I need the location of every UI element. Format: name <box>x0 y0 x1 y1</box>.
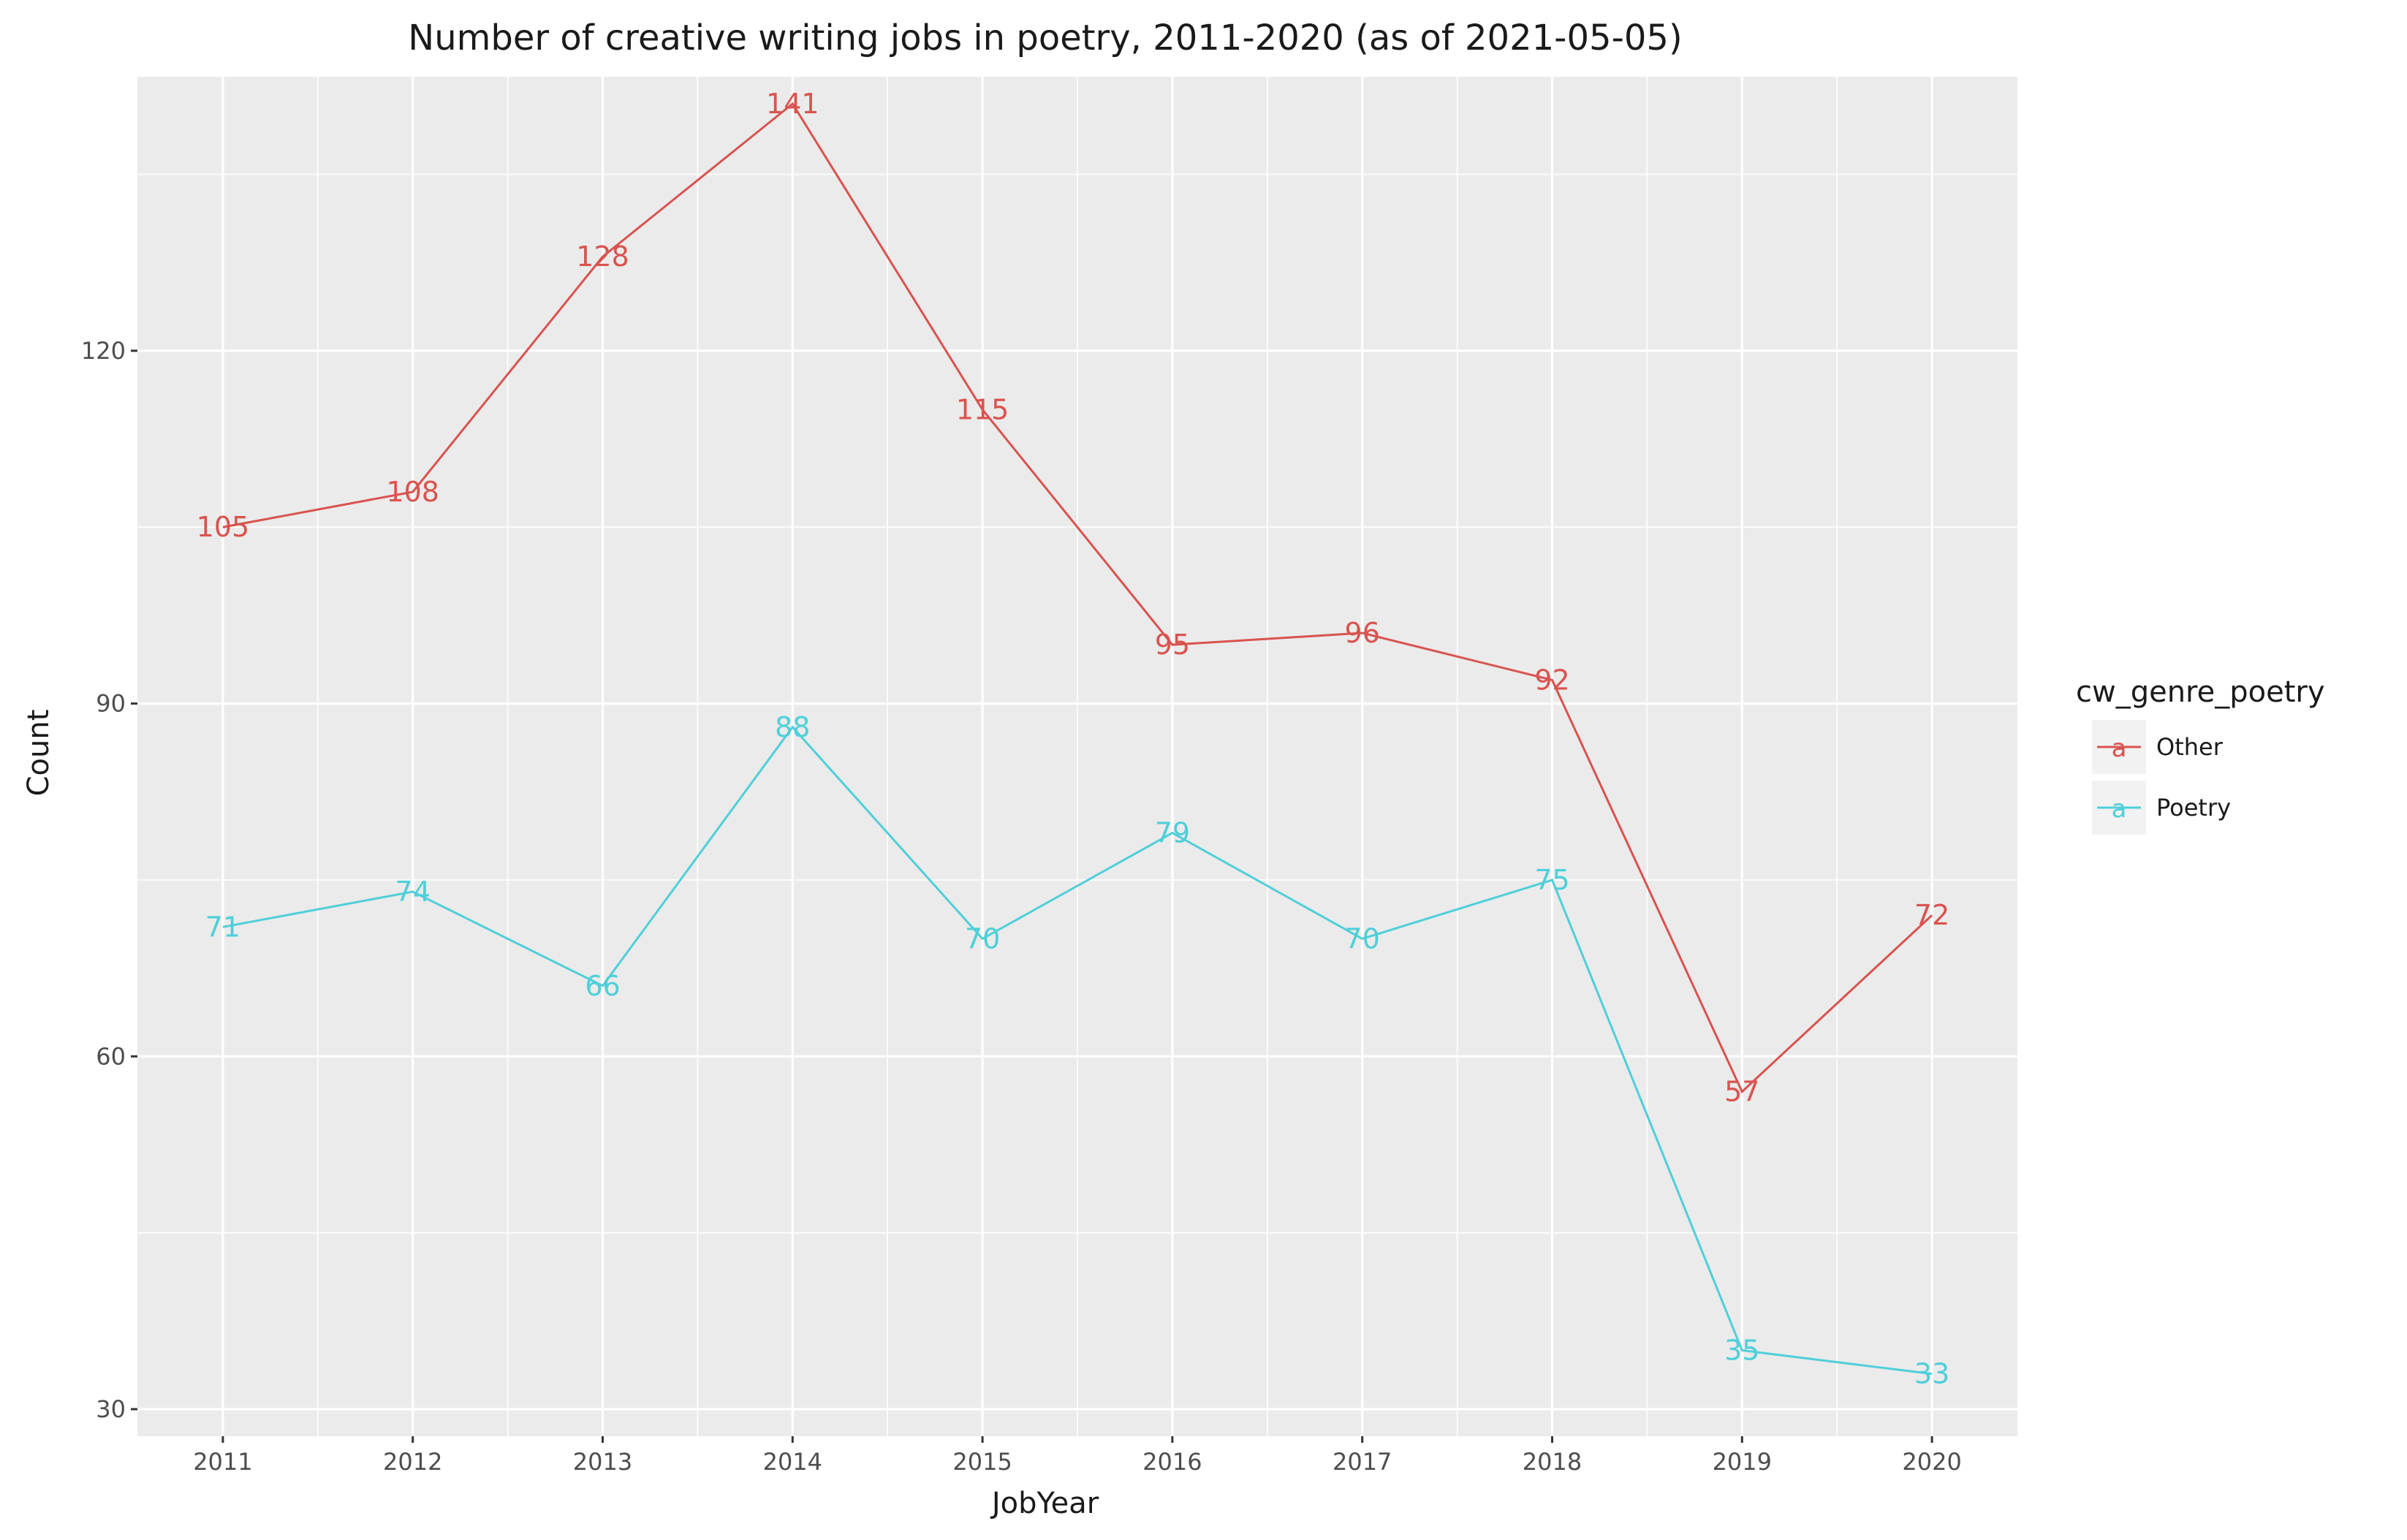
data-label-other: 92 <box>1534 664 1569 696</box>
x-tick-label: 2011 <box>193 1448 252 1476</box>
data-label-poetry: 66 <box>585 970 620 1002</box>
data-label-other: 115 <box>956 393 1009 425</box>
x-tick-label: 2014 <box>763 1448 822 1476</box>
data-label-other: 96 <box>1345 617 1380 649</box>
y-tick-label: 90 <box>96 690 126 718</box>
data-label-poetry: 74 <box>395 876 431 908</box>
legend-glyph-poetry: a <box>2112 794 2127 824</box>
data-label-other: 105 <box>197 511 250 543</box>
legend-label-other: Other <box>2156 733 2224 761</box>
data-label-other: 128 <box>576 240 629 273</box>
x-tick-label: 2013 <box>573 1448 632 1476</box>
data-label-poetry: 70 <box>965 922 1000 955</box>
data-label-other: 141 <box>766 88 819 120</box>
legend-glyph-other: a <box>2112 734 2127 763</box>
x-tick-label: 2015 <box>952 1448 1012 1476</box>
x-tick-label: 2017 <box>1333 1448 1392 1476</box>
data-label-poetry: 33 <box>1914 1358 1949 1390</box>
data-label-other: 72 <box>1914 899 1949 931</box>
x-tick-label: 2019 <box>1713 1448 1772 1476</box>
data-label-poetry: 35 <box>1724 1335 1759 1367</box>
data-label-poetry: 70 <box>1345 922 1380 955</box>
legend-label-poetry: Poetry <box>2156 794 2231 822</box>
legend-title: cw_genre_poetry <box>2076 675 2325 709</box>
data-label-poetry: 88 <box>775 711 810 743</box>
data-label-poetry: 75 <box>1534 864 1569 896</box>
data-label-poetry: 79 <box>1155 817 1190 849</box>
y-tick-label: 30 <box>96 1395 126 1423</box>
x-tick-label: 2018 <box>1523 1448 1582 1476</box>
x-tick-label: 2016 <box>1142 1448 1202 1476</box>
data-label-other: 95 <box>1155 629 1190 661</box>
x-tick-label: 2020 <box>1902 1448 1961 1476</box>
chart-title: Number of creative writing jobs in poetr… <box>408 18 1682 58</box>
y-tick-label: 60 <box>96 1042 126 1070</box>
x-tick-label: 2012 <box>383 1448 442 1476</box>
data-label-poetry: 71 <box>205 911 240 943</box>
y-axis-title: Count <box>22 710 56 797</box>
data-label-other: 108 <box>386 476 439 508</box>
x-axis-title: JobYear <box>990 1487 1099 1520</box>
y-tick-label: 120 <box>81 337 126 365</box>
data-label-other: 57 <box>1724 1076 1759 1108</box>
